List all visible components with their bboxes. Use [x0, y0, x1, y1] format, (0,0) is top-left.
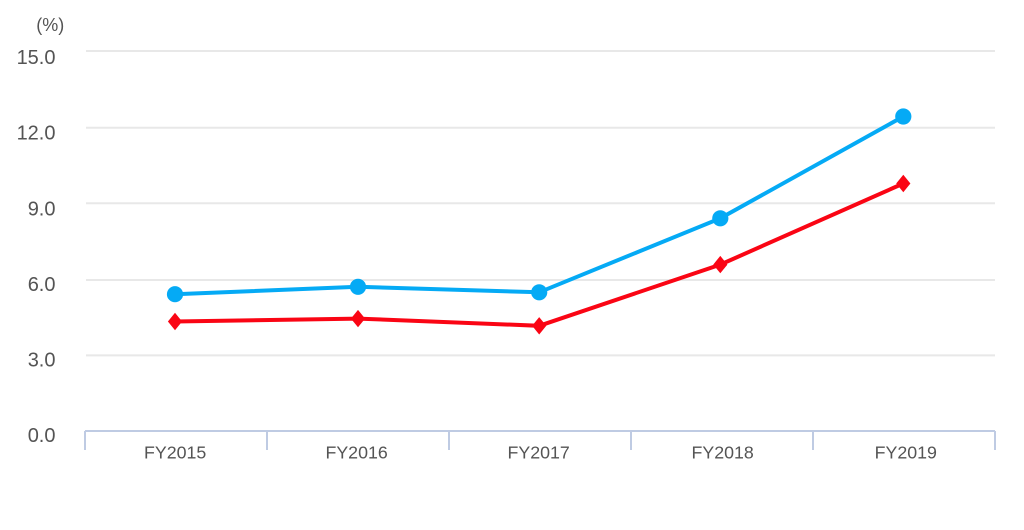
- svg-text:(%): (%): [36, 15, 64, 35]
- svg-text:FY2015: FY2015: [144, 443, 206, 463]
- svg-text:12.0: 12.0: [17, 123, 56, 145]
- svg-text:FY2019: FY2019: [875, 443, 937, 463]
- svg-text:FY2018: FY2018: [692, 443, 754, 463]
- svg-text:9.0: 9.0: [28, 199, 56, 221]
- svg-text:3.0: 3.0: [28, 350, 56, 372]
- svg-text:6.0: 6.0: [28, 274, 56, 296]
- svg-text:0.0: 0.0: [28, 425, 56, 447]
- svg-text:FY2016: FY2016: [325, 443, 387, 463]
- svg-text:15.0: 15.0: [17, 47, 56, 69]
- svg-text:FY2017: FY2017: [508, 443, 570, 463]
